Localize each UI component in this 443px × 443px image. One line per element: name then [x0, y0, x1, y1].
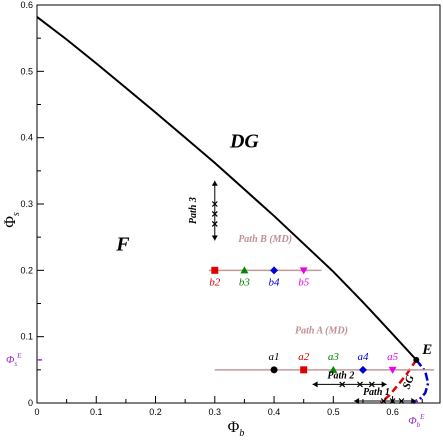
x-tick-label: 0 [34, 407, 39, 417]
x-tick-label: 0.5 [327, 407, 340, 417]
cross-stroke [357, 381, 363, 388]
region-label-dg: DG [229, 131, 259, 153]
cross-stroke [380, 398, 387, 404]
x-tick-label: 0.2 [149, 407, 162, 417]
point-label-b4: b4 [269, 276, 281, 288]
phi-s-e-label: ΦsE [6, 352, 22, 368]
cross-stroke [211, 201, 218, 207]
path-2-marker [357, 381, 363, 388]
curves [36, 16, 430, 405]
path-a-label: Path A (MD) [295, 325, 348, 336]
path-2-marker [368, 381, 375, 388]
path-3-arrow-down [211, 235, 218, 241]
point-a4 [358, 365, 367, 374]
path-1-arrow-right [411, 398, 417, 405]
point-b5 [299, 267, 308, 275]
point-a3 [329, 365, 338, 373]
path-2-arrow-right [381, 381, 387, 388]
y-tick-label: 0.4 [20, 133, 33, 143]
point-e [413, 356, 420, 363]
phi-b-e-label: ΦbE [408, 413, 425, 429]
path-b-label: Path B (MD) [238, 234, 292, 245]
point-label-a5: a5 [387, 351, 399, 363]
cross-stroke [211, 220, 218, 227]
boundary-curve [36, 16, 418, 361]
path-3-marker [211, 201, 218, 207]
point-a2 [300, 366, 308, 374]
point-label-b5: b5 [298, 276, 310, 288]
point-label-a4: a4 [357, 351, 369, 363]
point-label-a2: a2 [298, 351, 310, 363]
point-b3 [240, 266, 249, 274]
region-label-sg: SG [401, 373, 417, 390]
x-tick-label: 0.6 [386, 407, 399, 417]
path-2-arrow-left [312, 381, 318, 388]
path-2-marker [339, 381, 346, 388]
path-1-marker [389, 398, 396, 404]
point-label-b2: b2 [209, 276, 221, 288]
y-tick-label: 0.2 [20, 265, 33, 275]
y-axis-title: Φs [2, 212, 22, 228]
paths [208, 180, 435, 405]
red-dashed-curve [379, 359, 418, 404]
cross-stroke [368, 381, 375, 388]
path-3-arrow-up [211, 180, 218, 186]
y-tick-label: 0.6 [20, 0, 33, 10]
point-a1 [270, 366, 278, 374]
region-label-f: F [115, 233, 130, 255]
cross-stroke [339, 381, 346, 388]
path-1-arrow-left [354, 398, 360, 405]
cross-stroke [389, 398, 396, 404]
path-3-label: Path 3 [188, 197, 199, 224]
axis-ticks: 0 0.1 0.2 0.3 0.4 0.5 0.6 0 0.1 0.2 0.3 0.4 0.5 0.6 [20, 0, 423, 417]
path-2-label: Path 2 [327, 370, 354, 381]
point-b2 [211, 266, 219, 274]
y-tick-label: 0.3 [20, 199, 33, 209]
x-tick-label: 0.1 [90, 407, 103, 417]
path-1-label: Path 1 [363, 387, 390, 398]
point-label-a1: a1 [269, 351, 280, 363]
cross-stroke [211, 211, 218, 217]
point-label-a3: a3 [328, 351, 340, 363]
path-1-marker [380, 398, 387, 404]
point-a5 [388, 366, 397, 374]
point-label-b3: b3 [239, 276, 251, 288]
point-e-label: E [421, 342, 432, 358]
path-3-marker [211, 220, 218, 227]
point-b4 [270, 266, 279, 275]
x-axis-title: Φb [228, 419, 245, 439]
path-3-marker [211, 211, 218, 217]
cross-stroke [398, 398, 405, 404]
y-tick-label: 0.5 [20, 66, 33, 76]
path-1-marker [398, 398, 405, 404]
blue-dashdot-curve [412, 359, 430, 405]
x-tick-label: 0.4 [268, 407, 281, 417]
y-tick-label: 0 [28, 398, 33, 408]
y-tick-label: 0.1 [20, 332, 33, 342]
x-tick-label: 0.3 [209, 407, 222, 417]
